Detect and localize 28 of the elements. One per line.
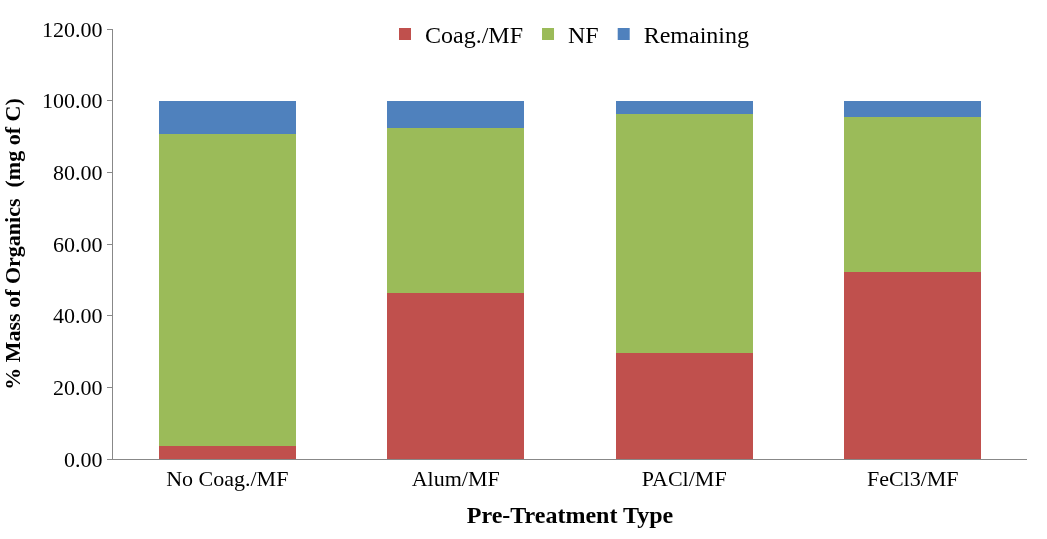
bar — [387, 127, 525, 293]
x-tick-label: No Coag./MF — [166, 466, 289, 492]
bar — [387, 100, 525, 128]
bar — [615, 100, 753, 114]
x-tick-label: Alum/MF — [411, 466, 500, 492]
x-axis-title: Pre-Treatment Type — [466, 501, 674, 528]
y-tick-label: 80.00 — [53, 160, 103, 186]
bar — [615, 113, 753, 353]
y-tick-label: 20.00 — [53, 375, 103, 401]
bar — [844, 117, 982, 272]
y-tick-label: 120.00 — [42, 16, 103, 42]
bar — [158, 133, 296, 447]
bar — [844, 100, 982, 118]
y-tick-label: 100.00 — [42, 88, 103, 114]
y-tick-label: 40.00 — [53, 303, 103, 329]
bar — [158, 100, 296, 134]
bar — [615, 352, 753, 459]
y-axis-title: % Mass of Organics (mg of C) — [0, 98, 25, 390]
legend-label: Remaining — [643, 22, 750, 49]
x-tick-label: PACl/MF — [641, 466, 727, 492]
legend-label: NF — [568, 22, 599, 49]
legend-label: Coag./MF — [425, 22, 524, 49]
y-tick-label: 60.00 — [53, 231, 103, 257]
bar — [158, 446, 296, 459]
bar — [387, 292, 525, 459]
x-tick-label: FeCl3/MF — [866, 466, 959, 492]
y-tick-label: 0.00 — [64, 446, 103, 472]
bar — [844, 271, 982, 459]
